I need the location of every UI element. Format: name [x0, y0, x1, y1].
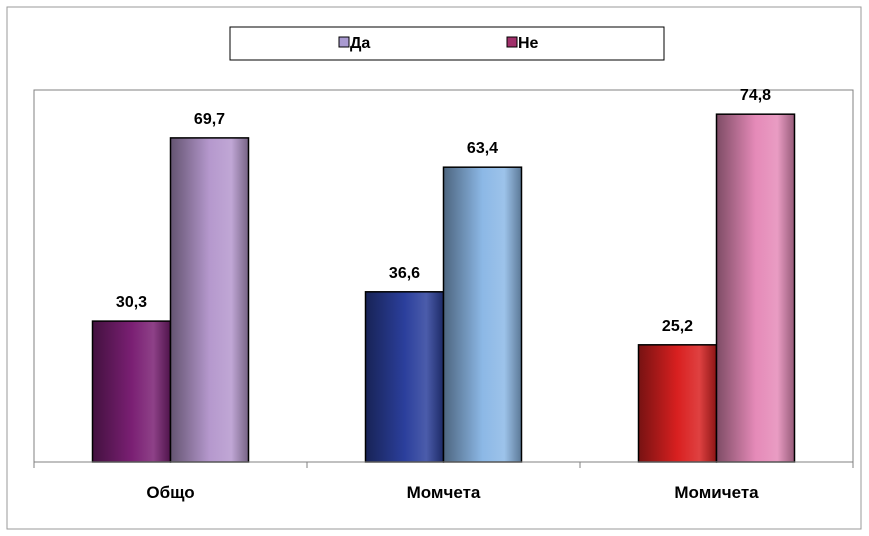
- data-label-momicheta-ne: 74,8: [740, 87, 771, 104]
- legend-swatch-ne: [506, 36, 518, 48]
- legend-label-da: Да: [350, 35, 370, 52]
- bar-momicheta-ne: [715, 113, 796, 463]
- legend: Да Не: [229, 26, 665, 61]
- legend-swatch-da: [338, 36, 350, 48]
- bar-obshto-ne: [169, 137, 250, 463]
- data-label-obshto-da: 30,3: [116, 294, 147, 311]
- data-label-obshto-ne: 69,7: [194, 111, 225, 128]
- bar-momcheta-ne: [442, 166, 523, 463]
- bar-momcheta-da: [364, 291, 445, 463]
- legend-box: [229, 26, 665, 61]
- bar-obshto-da: [91, 320, 172, 463]
- legend-label-ne: Не: [518, 35, 539, 52]
- category-labels: Общо Момчета Момичета: [146, 483, 759, 502]
- data-label-momcheta-ne: 63,4: [467, 140, 498, 157]
- category-label-obshto: Общо: [146, 483, 194, 502]
- x-ticks: [33, 462, 854, 468]
- category-label-momicheta: Момичета: [674, 483, 759, 502]
- data-label-momicheta-da: 25,2: [662, 318, 693, 335]
- category-label-momcheta: Момчета: [407, 483, 481, 502]
- bar-momicheta-da: [637, 344, 718, 463]
- data-labels: 30,3 69,7 36,6 63,4 25,2 74,8: [116, 87, 771, 335]
- data-label-momcheta-da: 36,6: [389, 265, 420, 282]
